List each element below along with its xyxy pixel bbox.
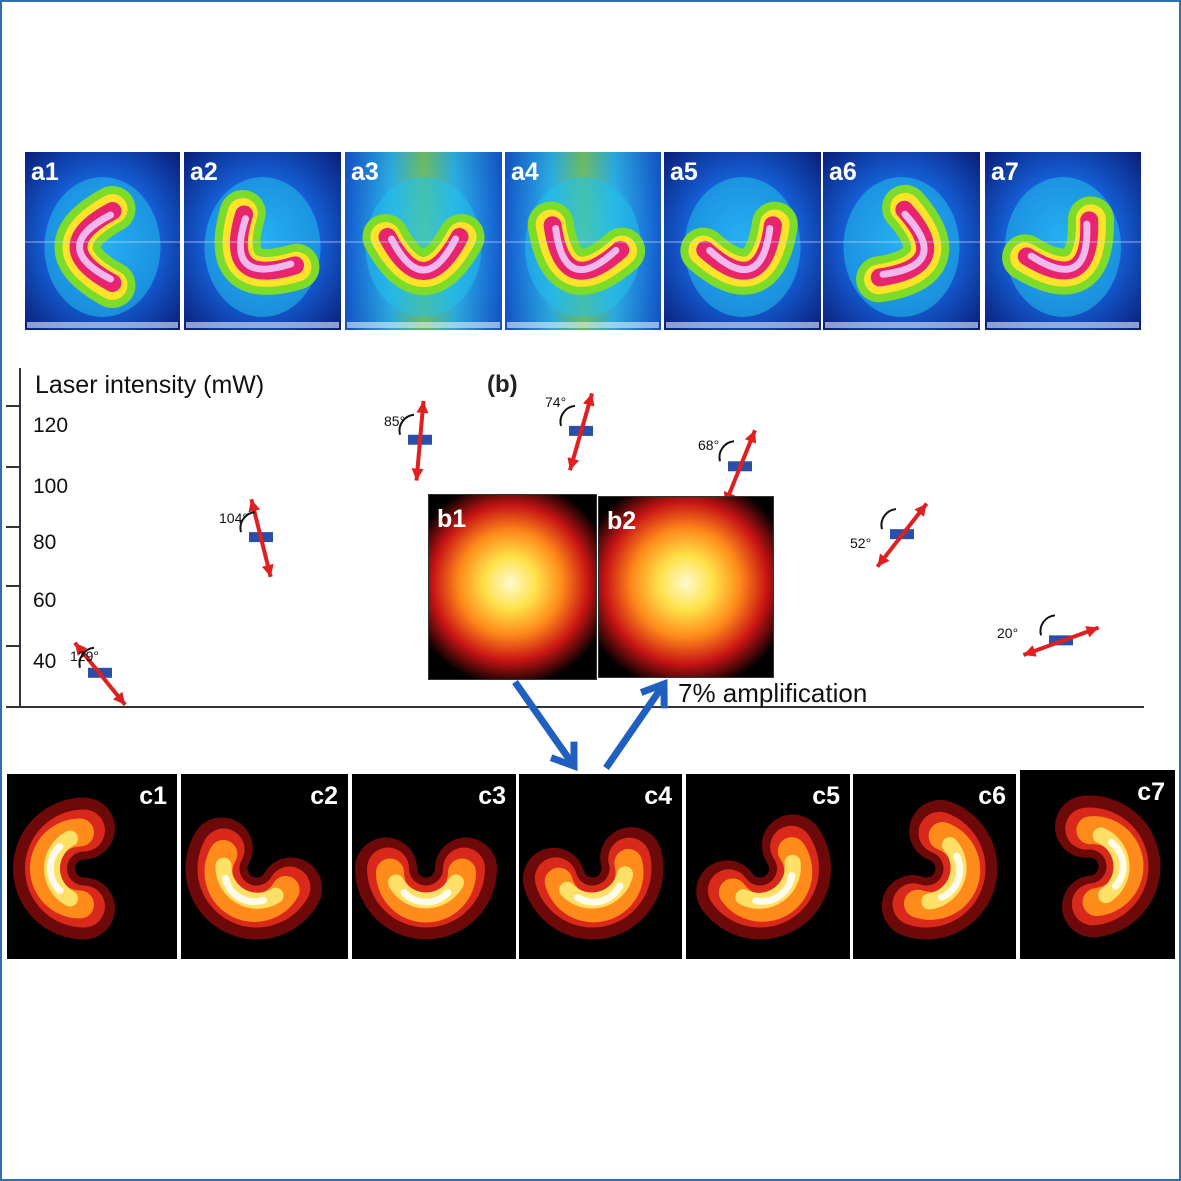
angle-label: 52° [850, 535, 872, 552]
panel-label-b2: b2 [607, 507, 637, 535]
panel-label-a2: a2 [190, 158, 218, 186]
panel-label-a5: a5 [670, 158, 698, 186]
panel-a2: a2 [184, 152, 341, 330]
y-tick-label: 100 [33, 475, 69, 498]
angle-label: 74° [545, 393, 567, 410]
panel-c5: c5 [686, 774, 850, 959]
panel-label-a3: a3 [351, 158, 379, 186]
panel-label-c6: c6 [978, 782, 1006, 810]
panel-label-a7: a7 [991, 158, 1019, 186]
panel-a3: a3 [345, 152, 502, 330]
angle-label: 20° [997, 625, 1019, 642]
angle-label: 129° [70, 647, 99, 664]
panel-a4: a4 [505, 152, 661, 330]
panel-c3: c3 [352, 774, 516, 959]
angle-label: 104° [219, 510, 248, 527]
panel-label-c5: c5 [812, 782, 840, 810]
panel-label-c7: c7 [1137, 778, 1165, 806]
amplification-label: 7% amplification [678, 678, 868, 708]
panel-label-b1: b1 [437, 505, 467, 533]
panel-a7: a7 [985, 152, 1141, 330]
panel-c4: c4 [519, 774, 682, 959]
panel-b2: b2 [598, 496, 774, 678]
panel-c6: c6 [853, 774, 1016, 959]
panel-label-c4: c4 [644, 782, 672, 810]
y-axis-title: Laser intensity (mW) [35, 371, 265, 399]
panel-b-marker: (b) [487, 371, 518, 398]
panel-c1: c1 [7, 774, 177, 959]
y-tick-label: 40 [33, 650, 57, 673]
panel-label-c2: c2 [310, 782, 338, 810]
angle-label: 85° [384, 412, 406, 429]
panel-a5: a5 [664, 152, 821, 330]
panel-c7: c7 [1020, 770, 1175, 959]
panel-b1: b1 [428, 494, 597, 680]
panel-a1: a1 [25, 152, 180, 330]
panel-label-c1: c1 [139, 782, 167, 810]
panel-label-c3: c3 [478, 782, 506, 810]
panel-label-a4: a4 [511, 158, 539, 186]
panel-label-a1: a1 [31, 158, 59, 186]
y-tick-label: 80 [33, 531, 57, 554]
y-tick-label: 60 [33, 589, 57, 612]
panel-label-a6: a6 [829, 158, 857, 186]
angle-label: 68° [698, 437, 720, 454]
y-tick-label: 120 [33, 414, 69, 437]
panel-c2: c2 [181, 774, 348, 959]
panel-a6: a6 [823, 152, 980, 330]
